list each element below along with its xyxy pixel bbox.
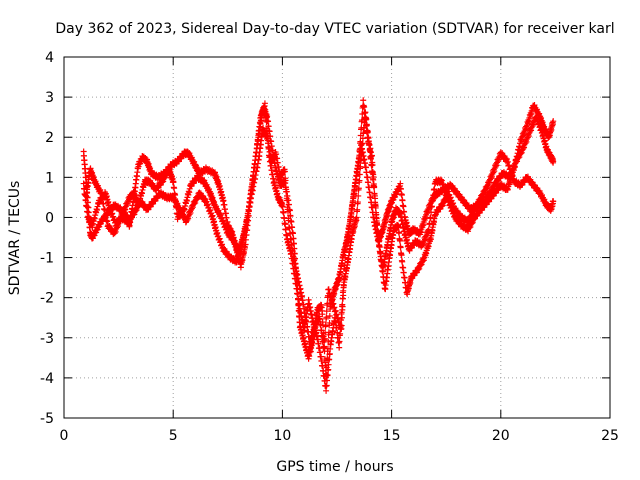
y-tick-label: -2 xyxy=(40,291,54,307)
y-tick-label: -3 xyxy=(40,331,54,347)
x-tick-label: 10 xyxy=(273,428,291,444)
data-point-marker xyxy=(326,313,333,320)
data-point-marker xyxy=(170,179,177,186)
y-tick-label: 0 xyxy=(45,210,54,226)
y-tick-label: 2 xyxy=(45,130,54,146)
y-axis-label: SDTVAR / TECUs xyxy=(7,181,23,296)
data-point-marker xyxy=(397,244,404,251)
data-point-marker xyxy=(550,118,557,125)
chart-title: Day 362 of 2023, Sidereal Day-to-day VTE… xyxy=(55,21,614,37)
data-point-marker xyxy=(368,162,375,169)
data-point-marker xyxy=(360,97,367,104)
x-tick-label: 15 xyxy=(383,428,401,444)
data-point-marker xyxy=(336,344,343,351)
x-tick-label: 25 xyxy=(601,428,619,444)
axis-ticks xyxy=(63,56,611,419)
data-point-marker xyxy=(319,311,326,318)
y-tick-label: -1 xyxy=(40,251,54,267)
data-point-marker xyxy=(326,319,333,326)
y-tick-label: -5 xyxy=(40,411,54,427)
y-tick-label: -4 xyxy=(40,371,54,387)
x-tick-label: 20 xyxy=(492,428,510,444)
grid-lines xyxy=(64,57,610,418)
x-tick-label: 5 xyxy=(169,428,178,444)
x-tick-label: 0 xyxy=(60,428,69,444)
y-tick-label: 4 xyxy=(45,50,54,66)
data-points xyxy=(80,97,557,394)
data-point-marker xyxy=(399,258,406,265)
y-tick-label: 1 xyxy=(45,170,54,186)
tick-labels: 0 5 10 15 20 25 -5 -4 -3 -2 -1 0 1 2 3 4 xyxy=(40,50,619,444)
x-axis-label: GPS time / hours xyxy=(276,459,393,475)
data-point-marker xyxy=(339,295,346,302)
data-point-marker xyxy=(365,135,372,142)
data-point-marker xyxy=(550,158,557,165)
data-point-marker xyxy=(171,185,178,192)
plot-frame xyxy=(63,56,611,419)
data-point-marker xyxy=(353,214,360,221)
y-tick-label: 3 xyxy=(45,90,54,106)
